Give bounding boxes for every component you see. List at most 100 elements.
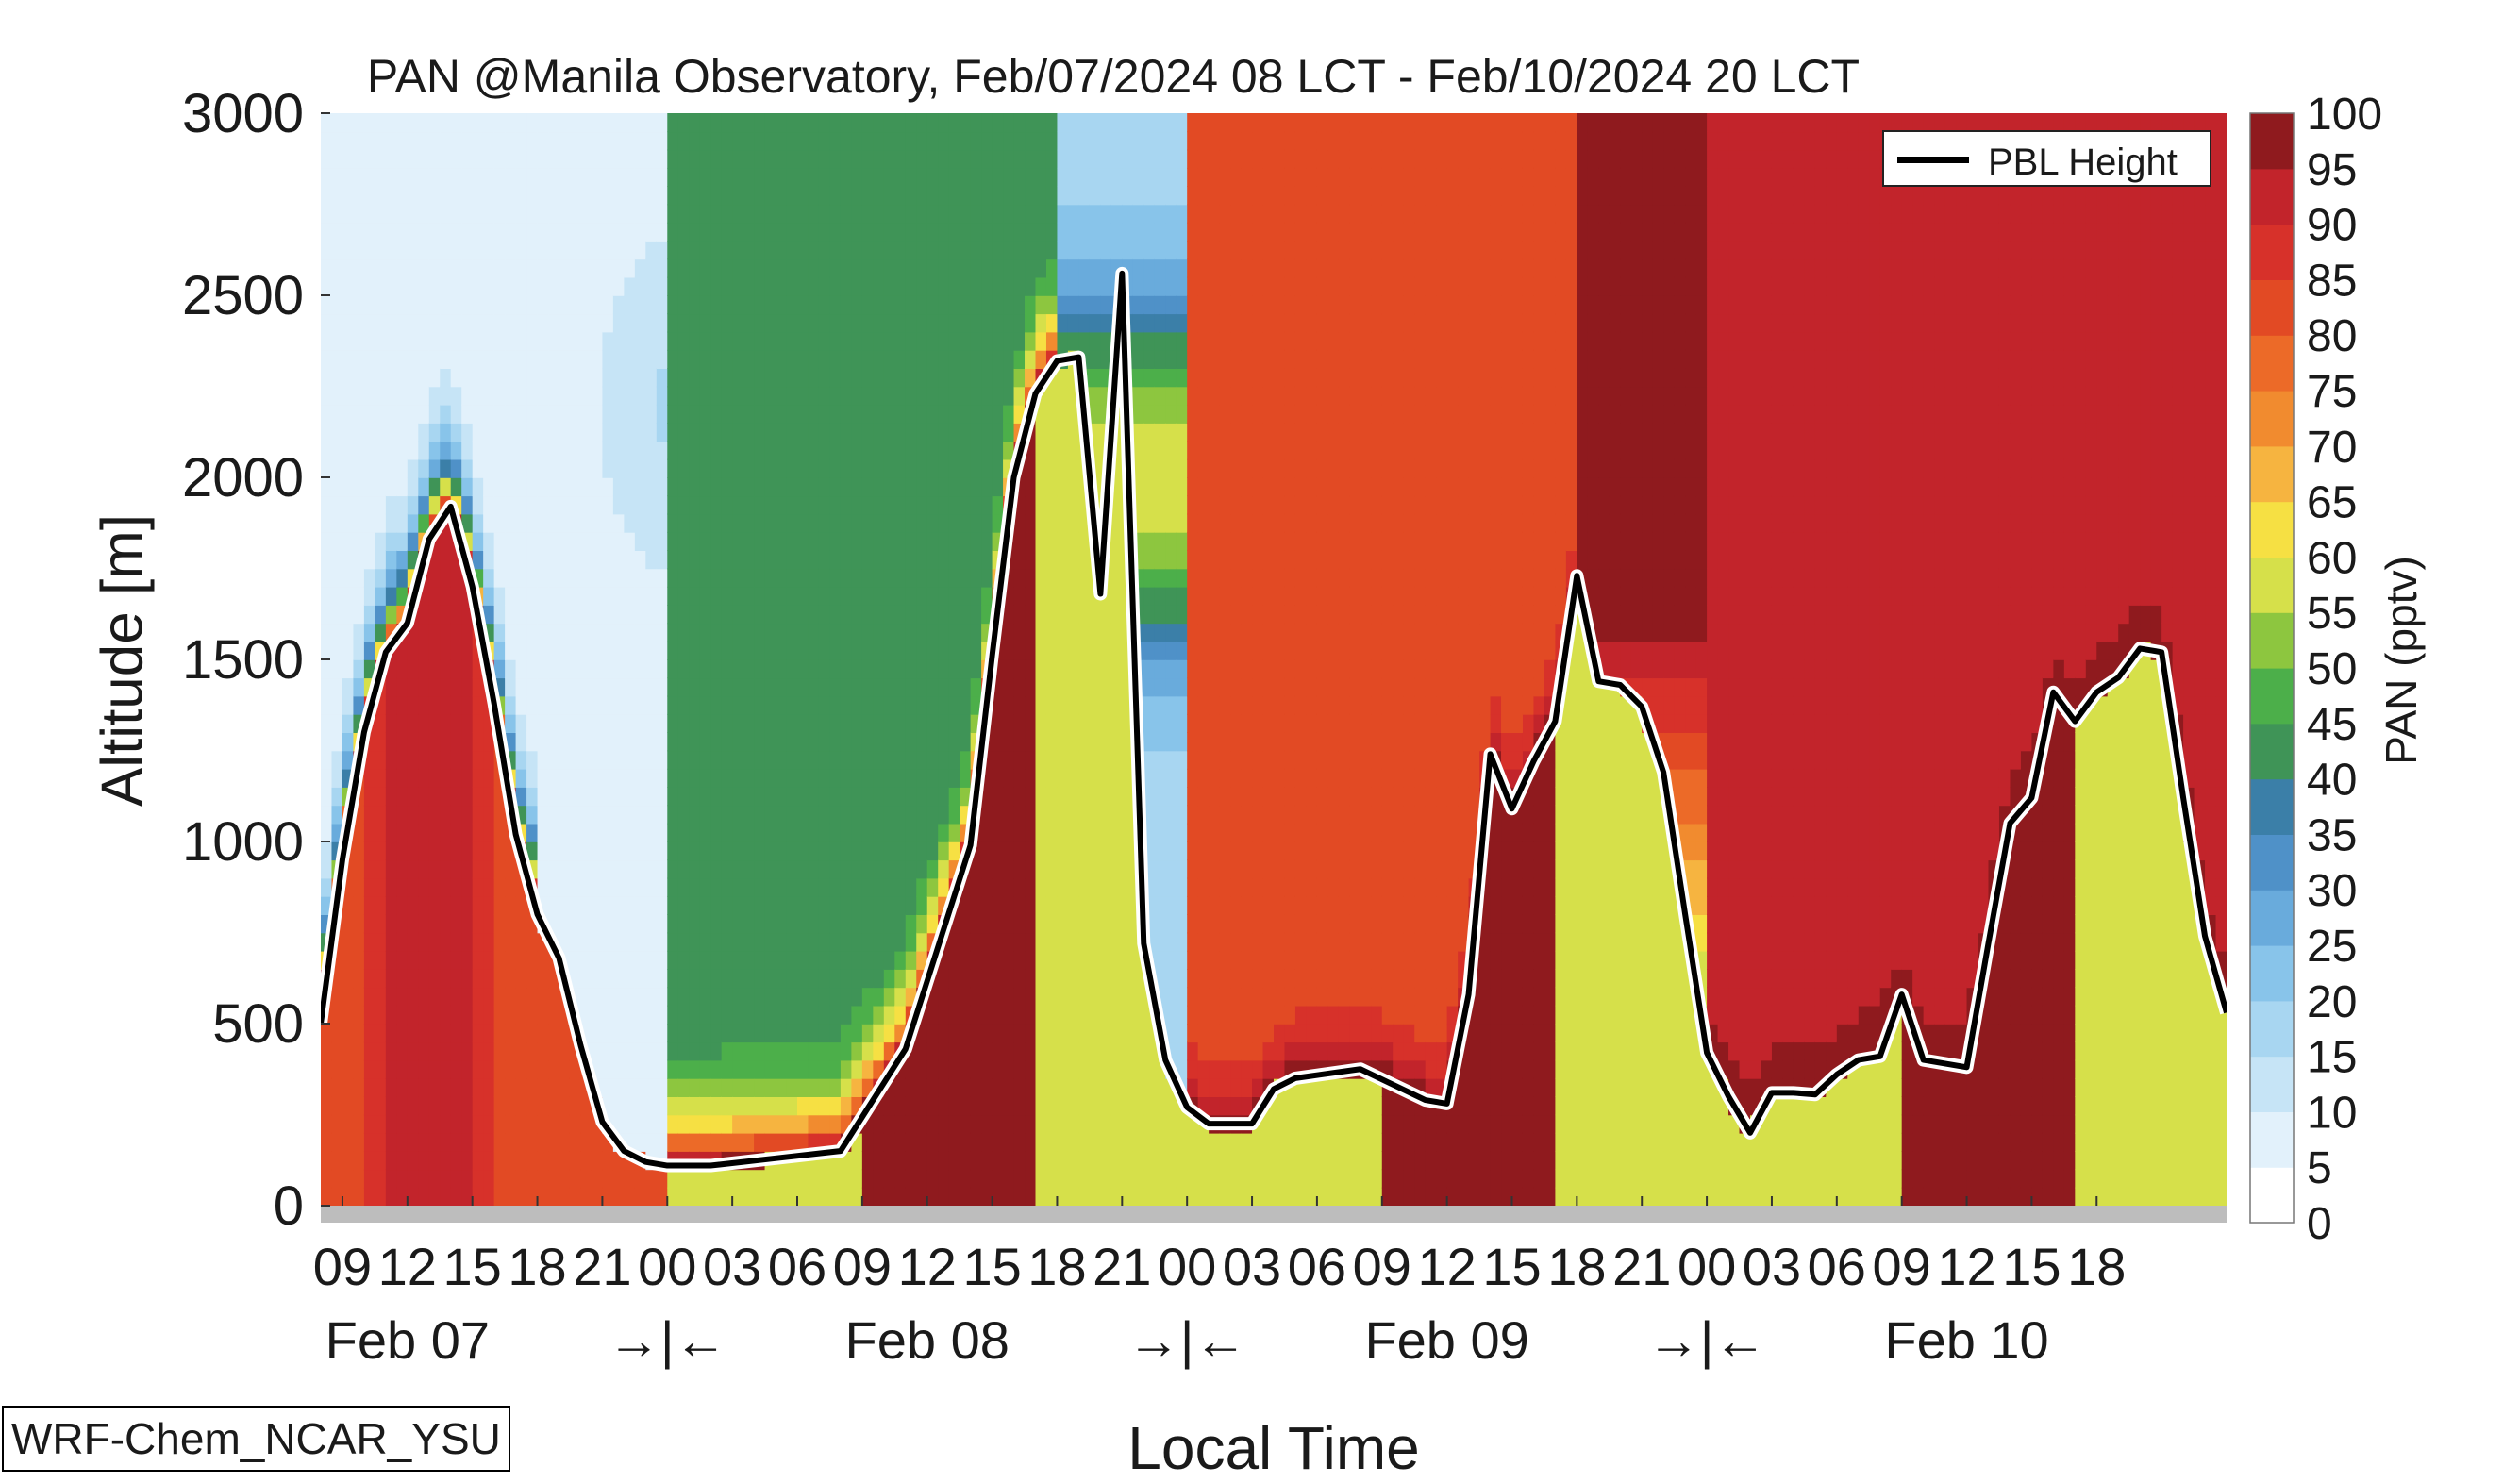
contour-cell [580,495,592,515]
contour-cell [916,167,928,187]
contour-cell [612,550,626,570]
contour-cell [776,877,788,897]
contour-cell [916,423,928,442]
contour-cell [612,895,626,915]
contour-cell [797,1041,809,1061]
contour-cell [396,295,409,315]
contour-cell [375,313,387,333]
contour-cell [612,204,626,224]
contour-cell [1122,186,1134,206]
contour-cell [883,950,896,970]
contour-cell [1100,895,1112,915]
contour-cell [331,167,343,187]
contour-cell [861,805,875,825]
contour-cell [1122,932,1134,952]
contour-cell [591,349,604,369]
contour-cell [634,713,647,733]
contour-cell [407,1132,420,1152]
contour-cell [732,295,744,315]
contour-cell [667,258,679,278]
contour-cell [1057,386,1069,406]
contour-cell [537,204,549,224]
contour-cell [667,386,679,406]
contour-cell [861,950,875,970]
contour-cell [873,222,885,242]
contour-cell [764,149,776,169]
contour-cell [1035,186,1047,206]
contour-cell [1143,423,1156,442]
contour-cell [786,969,798,989]
contour-cell [1100,1005,1112,1025]
contour-cell [948,1005,960,1025]
contour-cell [624,441,636,460]
contour-cell [505,932,517,952]
contour-cell [1209,313,1221,333]
contour-cell [1132,1059,1145,1079]
contour-cell [699,859,711,879]
contour-cell [1003,1041,1015,1061]
contour-cell [1187,605,1199,625]
contour-cell [385,713,398,733]
contour-cell [537,368,549,388]
contour-cell [873,969,885,989]
contour-cell [699,1187,711,1206]
contour-cell [526,713,539,733]
contour-cell [440,131,452,151]
contour-cell [992,513,1004,533]
contour-cell [840,768,853,788]
contour-cell [1025,1151,1037,1171]
contour-cell [1187,1041,1199,1061]
contour-cell [526,768,539,788]
contour-cell [1057,495,1069,515]
contour-cell [375,1151,387,1171]
contour-cell [331,295,343,315]
contour-cell [873,1041,885,1061]
contour-cell [1067,695,1080,715]
contour-cell [634,568,647,588]
contour-cell [440,241,452,260]
contour-cell [612,1005,626,1025]
contour-cell [1143,404,1156,424]
contour-cell [992,1041,1004,1061]
contour-cell [883,441,896,460]
contour-cell [1057,477,1069,497]
contour-cell [1035,131,1047,151]
contour-cell [321,167,333,187]
contour-cell [970,695,982,715]
contour-cell [1067,713,1080,733]
contour-cell [689,895,701,915]
contour-cell [569,1096,582,1116]
contour-cell [677,750,691,770]
contour-cell [624,423,636,442]
contour-cell [1110,1096,1124,1116]
contour-cell [385,750,398,770]
contour-cell [851,659,863,679]
contour-cell [569,969,582,989]
contour-cell [667,750,679,770]
contour-cell [905,186,918,206]
contour-cell [1122,1132,1134,1152]
contour-cell [1187,859,1199,879]
contour-cell [591,841,604,861]
contour-cell [548,258,560,278]
contour-cell [612,659,626,679]
contour-cell [1100,987,1112,1007]
contour-cell [450,204,463,224]
contour-cell [818,641,831,660]
contour-cell [667,787,679,807]
contour-cell [851,914,863,934]
contour-cell [634,895,647,915]
contour-cell [873,623,885,642]
contour-cell [981,276,993,296]
contour-cell [797,186,809,206]
contour-cell [396,186,409,206]
contour-cell [797,787,809,807]
contour-cell [916,841,928,861]
contour-cell [905,295,918,315]
contour-cell [505,1005,517,1025]
contour-cell [710,550,723,570]
contour-cell [948,659,960,679]
contour-cell [440,295,452,315]
contour-cell [808,841,820,861]
contour-cell [548,750,560,770]
